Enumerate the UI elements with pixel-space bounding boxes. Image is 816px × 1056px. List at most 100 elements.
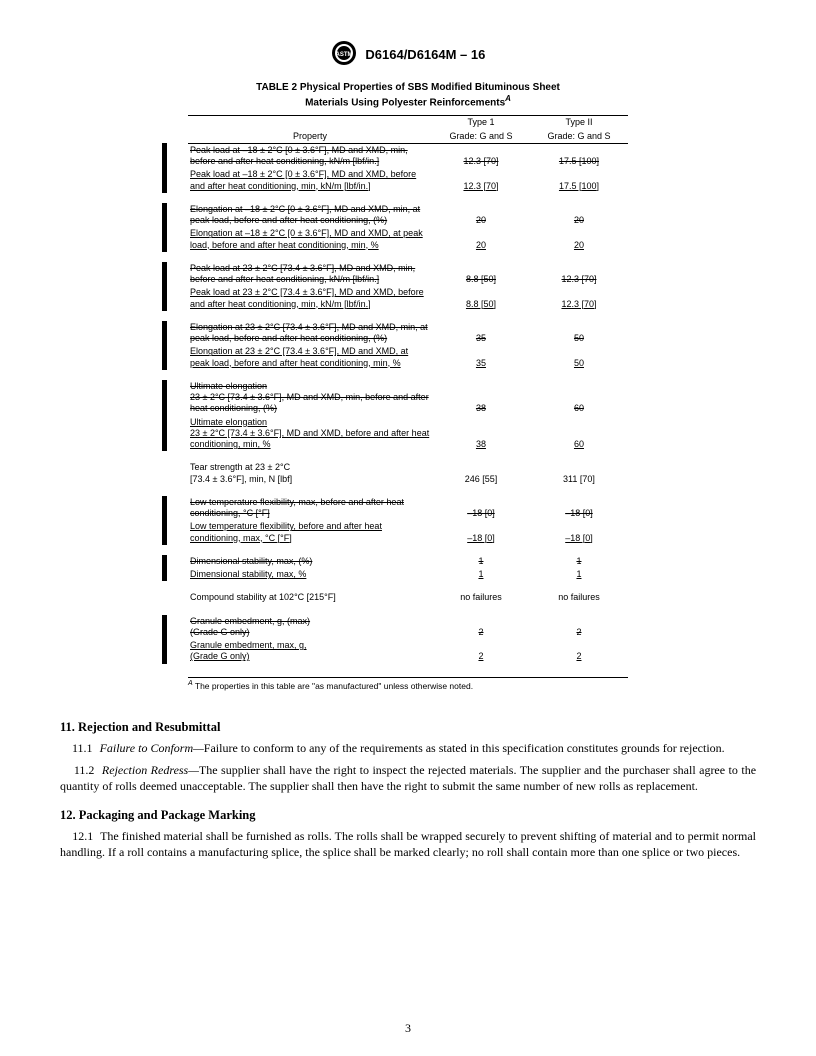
col2-header-b: Grade: G and S: [530, 130, 628, 144]
table-row: Compound stability at 102°C [215°F] no fa…: [188, 591, 628, 604]
para-11-2-lead: Rejection Redress—: [102, 763, 199, 777]
property-text: Elongation at –18 ± 2°C [0 ± 3.6°F], MD …: [190, 228, 423, 249]
property-text: Compound stability at 102°C [215°F]: [190, 592, 336, 602]
value-type1: 8.8 [50]: [466, 299, 496, 309]
value-type1: 1: [478, 556, 483, 566]
value-type2: 17.5 [100]: [559, 181, 599, 191]
change-bar-icon: [162, 143, 167, 193]
property-text: Ultimate elongation: [190, 381, 267, 391]
property-text: Peak load at 23 ± 2°C [73.4 ± 3.6°F], MD…: [190, 287, 424, 308]
table-row: Dimensional stability, max, % 1 1: [188, 568, 628, 581]
property-text: Elongation at 23 ± 2°C [73.4 ± 3.6°F], M…: [190, 346, 408, 367]
property-text: Peak load at 23 ± 2°C [73.4 ± 3.6°F], MD…: [190, 263, 415, 284]
document-title: D6164/D6164M – 16: [365, 47, 485, 62]
table-wrapper: Type 1 Type II Property Grade: G and S G…: [188, 115, 628, 673]
svg-text:ASTM: ASTM: [335, 52, 352, 58]
property-text: Tear strength at 23 ± 2°C: [190, 462, 290, 472]
value-type1: 38: [476, 403, 486, 413]
property-text: Peak load at –18 ± 2°C [0 ± 3.6°F], MD a…: [190, 169, 416, 190]
table-title-line2: Materials Using Polyester Reinforcements: [305, 97, 505, 108]
value-type1: 2: [478, 627, 483, 637]
properties-table: Type 1 Type II Property Grade: G and S G…: [188, 115, 628, 673]
para-11-2: 11.2 Rejection Redress—The supplier shal…: [60, 763, 756, 794]
value-type2: 12.3 [70]: [561, 274, 596, 284]
para-11-1: 11.1 Failure to Conform—Failure to confo…: [60, 741, 756, 757]
property-text: Low temperature flexibility, before and …: [190, 521, 382, 542]
table-row: Elongation at –18 ± 2°C [0 ± 3.6°F], MD …: [188, 203, 628, 228]
table-row: Elongation at 23 ± 2°C [73.4 ± 3.6°F], M…: [188, 345, 628, 370]
value-type1: –18 [0]: [467, 508, 495, 518]
value-type1: 12.3 [70]: [463, 156, 498, 166]
table-row: Ultimate elongation23 ± 2°C [73.4 ± 3.6°…: [188, 416, 628, 452]
property-text: 23 ± 2°C [73.4 ± 3.6°F], MD and XMD, min…: [190, 392, 429, 413]
value-type1: 8.8 [50]: [466, 274, 496, 284]
para-11-1-text: Failure to conform to any of the require…: [204, 741, 725, 755]
value-type2: 2: [576, 651, 581, 661]
property-text: Ultimate elongation: [190, 417, 267, 427]
para-11-1-num: 11.1: [72, 741, 93, 755]
change-bar-icon: [162, 555, 167, 582]
property-text: Peak load at –18 ± 2°C [0 ± 3.6°F], MD a…: [190, 145, 408, 166]
property-text: 23 ± 2°C [73.4 ± 3.6°F], MD and XMD, bef…: [190, 428, 429, 449]
change-bar-icon: [162, 380, 167, 452]
table-title: TABLE 2 Physical Properties of SBS Modif…: [228, 81, 588, 109]
property-text: Elongation at –18 ± 2°C [0 ± 3.6°F], MD …: [190, 204, 420, 225]
col1-header-b: Grade: G and S: [432, 130, 530, 144]
property-text: (Grade G only): [190, 651, 250, 661]
table-title-sup: A: [505, 94, 511, 103]
value-type1: 35: [476, 358, 486, 368]
table-row: Peak load at 23 ± 2°C [73.4 ± 3.6°F], MD…: [188, 286, 628, 311]
para-11-2-num: 11.2: [74, 763, 95, 777]
value-type1: no failures: [460, 592, 502, 602]
table-row: Ultimate elongation23 ± 2°C [73.4 ± 3.6°…: [188, 380, 628, 416]
table-row: Dimensional stability, max, (%) 1 1: [188, 555, 628, 568]
para-12-1-num: 12.1: [72, 829, 93, 843]
value-type1: 1: [478, 569, 483, 579]
table-row: Low temperature flexibility, max, before…: [188, 496, 628, 521]
footnote-text: The properties in this table are "as man…: [193, 680, 473, 690]
table-row: Elongation at –18 ± 2°C [0 ± 3.6°F], MD …: [188, 227, 628, 252]
property-text: (Grade G only): [190, 627, 250, 637]
table-title-line1: TABLE 2 Physical Properties of SBS Modif…: [256, 82, 560, 93]
table-row: Peak load at –18 ± 2°C [0 ± 3.6°F], MD a…: [188, 168, 628, 193]
value-type2: 12.3 [70]: [561, 299, 596, 309]
value-type2: 20: [574, 240, 584, 250]
value-type2: 20: [574, 215, 584, 225]
property-text: [73.4 ± 3.6°F], min, N [lbf]: [190, 474, 292, 484]
astm-logo-icon: ASTM: [331, 40, 357, 69]
value-type1: 20: [476, 215, 486, 225]
value-type2: 1: [576, 569, 581, 579]
property-text: Low temperature flexibility, max, before…: [190, 497, 404, 518]
property-text: Dimensional stability, max, (%): [190, 556, 312, 566]
property-text: Granule embedment, max, g,: [190, 640, 307, 650]
section-11-heading: 11. Rejection and Resubmittal: [60, 720, 756, 735]
value-type2: 60: [574, 403, 584, 413]
para-11-1-lead: Failure to Conform—: [100, 741, 204, 755]
value-type2: 2: [576, 627, 581, 637]
value-type1: –18 [0]: [467, 533, 495, 543]
table-row: Peak load at –18 ± 2°C [0 ± 3.6°F], MD a…: [188, 143, 628, 168]
change-bar-icon: [162, 203, 167, 252]
change-bar-icon: [162, 262, 167, 311]
table-row: Granule embedment, max, g,(Grade G only)…: [188, 639, 628, 664]
section-12-heading: 12. Packaging and Package Marking: [60, 808, 756, 823]
document-header: ASTM D6164/D6164M – 16: [60, 40, 756, 69]
col1-header-a: Type 1: [432, 116, 530, 130]
table-row: Granule embedment, g, (max)(Grade G only…: [188, 615, 628, 640]
property-text: Elongation at 23 ± 2°C [73.4 ± 3.6°F], M…: [190, 322, 428, 343]
table-row: Tear strength at 23 ± 2°C [73.4 ± 3.6°F],…: [188, 461, 628, 486]
table-row: Low temperature flexibility, before and …: [188, 520, 628, 545]
value-type2: –18 [0]: [565, 533, 593, 543]
para-12-1-text: The finished material shall be furnished…: [60, 829, 756, 859]
value-type1: 246 [55]: [465, 474, 498, 484]
table-row: Peak load at 23 ± 2°C [73.4 ± 3.6°F], MD…: [188, 262, 628, 287]
property-text: Granule embedment, g, (max): [190, 616, 310, 626]
value-type2: 17.5 [100]: [559, 156, 599, 166]
property-text: Dimensional stability, max, %: [190, 569, 306, 579]
change-bar-icon: [162, 496, 167, 545]
value-type1: 35: [476, 333, 486, 343]
property-header: Property: [188, 130, 432, 144]
table-footnote: A The properties in this table are "as m…: [188, 677, 628, 691]
value-type2: –18 [0]: [565, 508, 593, 518]
value-type2: 1: [576, 556, 581, 566]
